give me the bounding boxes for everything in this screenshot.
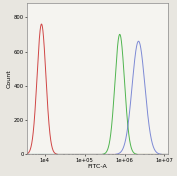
Y-axis label: Count: Count (7, 70, 12, 88)
X-axis label: FITC-A: FITC-A (88, 164, 107, 169)
